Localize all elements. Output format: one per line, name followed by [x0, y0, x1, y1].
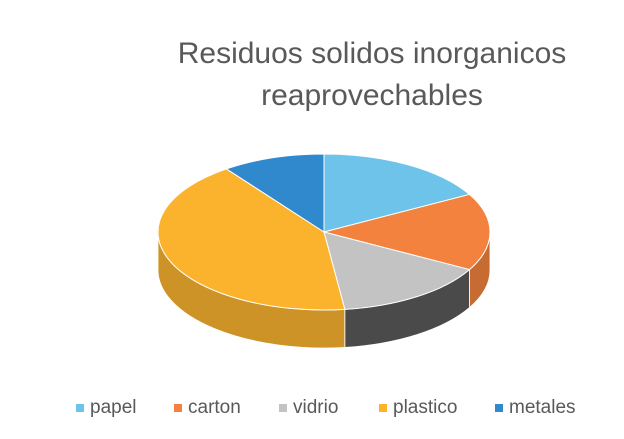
slice: [323, 153, 471, 233]
legend-marker: [379, 404, 387, 412]
legend-label: plastico: [393, 397, 457, 418]
legend-marker: [174, 404, 182, 412]
slice: [157, 168, 346, 311]
legend-label: carton: [188, 397, 241, 418]
slice: [225, 153, 325, 233]
legend-label: metales: [509, 397, 576, 418]
legend-label: vidrio: [293, 397, 338, 418]
legend-label: papel: [90, 397, 137, 418]
chart-title: Residuos solidos inorganicos: [178, 37, 567, 70]
legend-marker: [279, 404, 287, 412]
slice: [322, 193, 491, 271]
legend-marker: [495, 404, 503, 412]
slice: [323, 231, 471, 310]
chart-title: reaprovechables: [261, 79, 483, 112]
legend-marker: [76, 404, 84, 412]
